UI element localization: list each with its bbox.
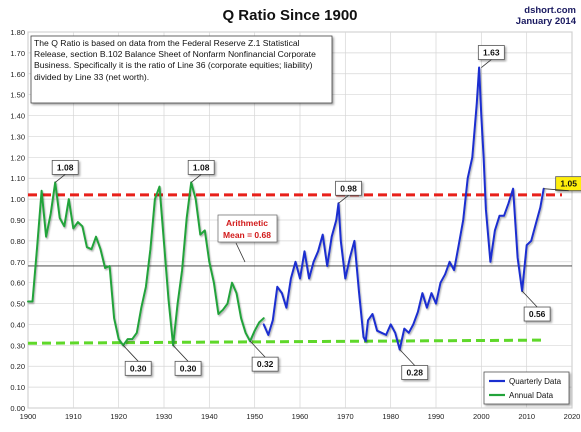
legend-label-quarterly: Quarterly Data xyxy=(509,377,562,386)
legend xyxy=(483,371,570,405)
x-tick-label: 2000 xyxy=(473,412,490,421)
chart-title: Q Ratio Since 1900 xyxy=(222,7,357,24)
y-tick-label: 0.90 xyxy=(10,216,25,225)
y-tick-label: 0.40 xyxy=(10,320,25,329)
x-tick-label: 2010 xyxy=(518,412,535,421)
date-label: January 2014 xyxy=(516,16,577,27)
x-tick-label: 1940 xyxy=(201,412,218,421)
y-tick-label: 1.30 xyxy=(10,132,25,141)
y-tick-label: 0.00 xyxy=(10,404,25,413)
annotation-label: 0.32 xyxy=(257,359,274,369)
y-tick-label: 1.10 xyxy=(10,174,25,183)
x-tick-label: 1920 xyxy=(110,412,127,421)
x-tick-label: 1980 xyxy=(382,412,399,421)
x-tick-label: 1960 xyxy=(292,412,309,421)
y-tick-label: 0.60 xyxy=(10,279,25,288)
annotation-label: 1.05 xyxy=(560,179,577,189)
annotation-label: 0.30 xyxy=(180,363,197,373)
x-tick-label: 1910 xyxy=(65,412,82,421)
mean-label-line1: Arithmetic xyxy=(226,218,268,228)
y-tick-label: 0.30 xyxy=(10,341,25,350)
y-tick-label: 1.20 xyxy=(10,153,25,162)
x-tick-label: 1970 xyxy=(337,412,354,421)
annotation-label: 1.63 xyxy=(483,48,500,58)
x-tick-label: 1900 xyxy=(20,412,37,421)
source-label: dshort.com xyxy=(524,5,576,16)
annotation-pointer xyxy=(54,174,66,183)
annotation-pointer xyxy=(521,290,538,308)
axes: 0.00 0.10 0.20 0.30 0.40 0.50 0.60 0.70 0.80 0.90… xyxy=(10,28,580,421)
annotation-pointer xyxy=(543,188,569,192)
annotations: 1.08 1.08 0.98 1.63 1.05 0.30 0.30 0.32 0.28 0.56 xyxy=(51,45,581,380)
x-tick-label: 1930 xyxy=(156,412,173,421)
y-tick-label: 1.00 xyxy=(10,195,25,204)
series-line xyxy=(27,181,265,347)
mean-label-pointer xyxy=(235,242,246,263)
annotation-label: 1.08 xyxy=(193,162,210,172)
x-tick-label: 1990 xyxy=(428,412,445,421)
reference-line xyxy=(27,338,545,345)
y-tick-label: 0.50 xyxy=(10,300,25,309)
annotation-label: 0.98 xyxy=(340,183,357,193)
annotation-label: 1.08 xyxy=(57,162,74,172)
reference-lines xyxy=(27,193,572,345)
annotation-pointer xyxy=(172,345,189,362)
annotation-pointer xyxy=(249,340,266,358)
y-tick-label: 1.60 xyxy=(10,70,25,79)
annotation-label: 0.56 xyxy=(529,309,546,319)
mean-label-line2: Mean = 0.68 xyxy=(223,230,271,240)
y-tick-label: 1.80 xyxy=(10,28,25,37)
series xyxy=(27,66,545,351)
annotation-pointer xyxy=(399,349,416,366)
y-tick-label: 0.80 xyxy=(10,237,25,246)
y-tick-label: 1.70 xyxy=(10,49,25,58)
y-tick-label: 0.20 xyxy=(10,362,25,371)
annotation-pointer xyxy=(190,174,202,183)
note-box xyxy=(30,35,333,104)
series-line xyxy=(262,66,545,351)
y-tick-label: 0.70 xyxy=(10,258,25,267)
annotation-pointer xyxy=(338,194,349,204)
note-text: The Q Ratio is based on data from the Fe… xyxy=(34,38,316,82)
mean-label xyxy=(217,214,278,243)
y-tick-label: 0.10 xyxy=(10,383,25,392)
annotation-label: 0.28 xyxy=(406,368,423,378)
legend-label-annual: Annual Data xyxy=(509,391,554,400)
y-tick-label: 1.50 xyxy=(10,91,25,100)
y-tick-label: 1.40 xyxy=(10,112,25,121)
x-tick-label: 1950 xyxy=(246,412,263,421)
annotation-pointer xyxy=(481,59,492,68)
x-tick-label: 2020 xyxy=(564,412,581,421)
annotation-label: 0.30 xyxy=(130,363,147,373)
annotation-pointer xyxy=(122,345,139,362)
